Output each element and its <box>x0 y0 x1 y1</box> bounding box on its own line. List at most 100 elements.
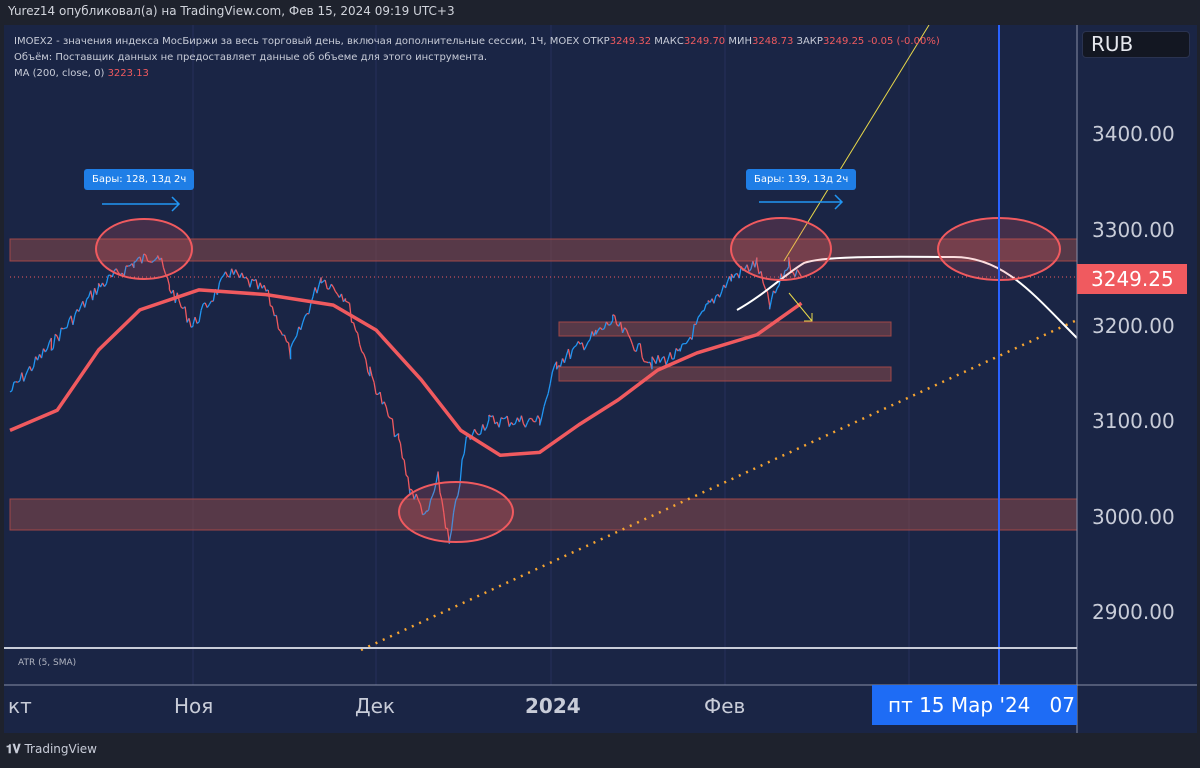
price-candle <box>762 282 766 289</box>
measure-label: Бары: 128, 13д 2ч <box>84 169 195 190</box>
price-candle <box>249 279 253 288</box>
crosshair-date: пт 15 Мар '24 <box>888 693 1031 717</box>
price-candle <box>610 320 614 325</box>
price-candle <box>624 327 627 331</box>
price-candle <box>415 493 419 501</box>
price-candle <box>629 338 633 345</box>
price-candle <box>347 301 350 304</box>
price-candle <box>724 281 729 289</box>
time-tick: 2024 <box>525 694 581 718</box>
price-candle <box>732 273 736 279</box>
change-value: -0.05 (-0.00%) <box>867 36 940 47</box>
price-candle <box>324 279 328 289</box>
chart-frame[interactable] <box>4 25 1197 733</box>
price-candle <box>86 296 90 300</box>
price-candle <box>541 406 545 418</box>
time-tick: Фев <box>704 694 746 718</box>
price-candle <box>713 295 717 304</box>
price-candle <box>587 339 591 343</box>
price-candle <box>699 311 703 316</box>
price-candle <box>450 512 455 531</box>
ma-label: MA (200, close, 0) <box>14 68 105 79</box>
symbol-description: IMOEX2 - значения индекса МосБиржи за ве… <box>14 36 580 47</box>
price-candle <box>308 303 312 314</box>
price-candle <box>471 428 476 435</box>
price-candle <box>575 341 579 346</box>
price-candle <box>531 418 535 422</box>
price-candle <box>391 418 396 437</box>
price-candle <box>21 372 25 382</box>
price-candle <box>651 356 655 361</box>
price-tick: 3300.00 <box>1092 218 1175 242</box>
price-candle <box>92 287 96 301</box>
close-label: ЗАКР <box>796 36 823 47</box>
price-candle <box>302 316 306 323</box>
price-candle <box>401 457 405 461</box>
price-candle <box>135 257 139 262</box>
price-candle <box>387 415 391 419</box>
highlight-ellipse <box>95 218 193 280</box>
price-candle <box>204 302 208 308</box>
price-candle <box>756 262 760 274</box>
price-candle <box>520 415 525 424</box>
currency-button[interactable]: RUB <box>1082 31 1190 58</box>
price-candle <box>439 492 443 501</box>
open-label: ОТКР <box>582 36 610 47</box>
price-candle <box>417 499 422 505</box>
price-candle <box>228 268 233 278</box>
price-candle <box>770 290 775 300</box>
price-candle <box>44 348 48 353</box>
price-candle <box>535 415 539 422</box>
price-candle <box>373 381 377 395</box>
price-candle <box>123 265 127 277</box>
time-tick: Дек <box>355 694 396 718</box>
price-candle <box>599 327 603 331</box>
ma-value: 3223.13 <box>107 68 149 79</box>
measure-label: Бары: 139, 13д 2ч <box>746 169 857 190</box>
price-candle <box>486 419 490 427</box>
price-candle <box>428 500 432 510</box>
price-candle <box>166 277 171 286</box>
price-candle <box>11 382 15 391</box>
price-candle <box>224 271 229 277</box>
price-candle <box>397 438 402 444</box>
price-chart[interactable] <box>4 25 1197 733</box>
price-candle <box>198 310 202 323</box>
price-candle <box>194 316 198 324</box>
price-candle <box>359 344 363 352</box>
price-candle <box>601 327 605 331</box>
price-candle <box>84 299 88 308</box>
price-candle <box>621 327 626 334</box>
ma-200-line <box>9 288 803 457</box>
trend-line <box>360 318 1078 652</box>
price-candle <box>162 267 167 275</box>
price-candle <box>537 415 541 420</box>
tradingview-logo[interactable]: 𝟏𝐕 TradingView <box>6 742 97 757</box>
price-candle <box>206 304 210 309</box>
price-candle <box>149 261 152 264</box>
price-candle <box>72 314 76 325</box>
atr-indicator-label[interactable]: ATR (5, SMA) <box>18 658 77 668</box>
price-candle <box>251 278 255 282</box>
price-candle <box>573 344 577 348</box>
price-tick: 3100.00 <box>1092 409 1175 433</box>
support-zone <box>9 498 1078 531</box>
price-candle <box>247 279 251 288</box>
price-candle <box>583 346 587 351</box>
price-candle <box>15 381 19 383</box>
price-candle <box>180 306 184 310</box>
price-candle <box>105 275 110 284</box>
price-candle <box>383 401 387 408</box>
price-candle <box>551 365 556 373</box>
price-candle <box>695 317 699 325</box>
price-candle <box>794 269 798 277</box>
price-candle <box>218 277 223 283</box>
price-candle <box>241 272 245 279</box>
price-candle <box>492 415 496 425</box>
tradingview-logo-icon: 𝟏𝐕 <box>6 742 21 756</box>
price-candle <box>411 489 415 500</box>
price-candle <box>645 361 649 364</box>
ma-legend[interactable]: MA (200, close, 0) 3223.13 <box>14 68 149 79</box>
price-candle <box>549 371 554 384</box>
legend-symbol-line: IMOEX2 - значения индекса МосБиржи за ве… <box>14 36 940 47</box>
